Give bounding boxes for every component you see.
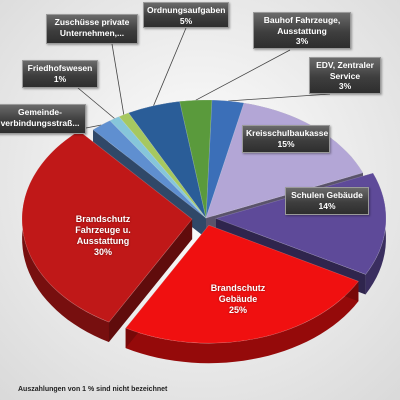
callout-zuschuesse: Zuschüsse private Unternehmen,... [46, 14, 138, 44]
label-line: Ausstattung [277, 25, 327, 36]
slice-side-3 [125, 281, 359, 364]
leader-line-7 [111, 43, 125, 115]
label-line: Schulen Gebäude [291, 190, 363, 200]
slice-9 [179, 99, 213, 219]
callout-bauhof: Bauhof Fahrzeuge, Ausstattung 3% [253, 12, 351, 49]
label-line: Unternehmen,... [59, 27, 125, 38]
slice-5 [92, 120, 207, 219]
label-line: Zuschüsse private [54, 17, 130, 27]
label-line: Brandschutz [75, 214, 131, 224]
label-line: Friedhofswesen [27, 63, 93, 73]
leader-line-6 [77, 87, 115, 119]
slice-0 [205, 99, 245, 219]
label-brandschutz-fahrzeuge: Brandschutz Fahrzeuge u. Ausstattung 30% [58, 214, 148, 258]
slice-cut-4-0 [108, 219, 193, 343]
label-line: Service [329, 70, 361, 81]
value-label: 25% [228, 305, 247, 315]
label-line: Fahrzeuge u. [75, 225, 131, 235]
label-brandschutz-gebaeude: Brandschutz Gebäude 25% [200, 283, 276, 316]
value-label: 1% [53, 73, 67, 84]
label-line: Gebäude [218, 294, 258, 304]
slice-3 [125, 224, 359, 344]
slice-7 [118, 112, 207, 219]
label-line: Ordnungsaufgaben [147, 5, 226, 15]
leader-line-0 [228, 93, 331, 102]
slice-tops [21, 99, 387, 344]
slice-side-4 [22, 130, 110, 343]
callout-friedhofswesen: Friedhofswesen 1% [22, 60, 98, 88]
label-line: Gemeinde- [18, 107, 62, 117]
value-label: 3% [338, 81, 352, 91]
label-line: Ausstattung [76, 236, 130, 246]
value-label: 5% [179, 15, 193, 26]
leader-lines [77, 27, 331, 129]
value-label: 3% [295, 36, 309, 46]
label-line: verbindungsstraß... [0, 117, 80, 128]
slice-4 [21, 130, 193, 323]
label-line: Brandschutz [210, 283, 266, 293]
label-line: Kreisschulbaukasse [246, 128, 329, 138]
label-line: EDV, Zentraler [316, 60, 374, 70]
label-line: Bauhof Fahrzeuge, [263, 15, 341, 25]
leader-line-9 [195, 49, 291, 101]
callout-gemeindeverbindungsstrassen: Gemeinde- verbindungsstraß... [0, 104, 86, 134]
callout-schulen-gebaeude: Schulen Gebäude 14% [285, 187, 369, 215]
slice-8 [128, 101, 207, 219]
callout-kreisschulbaukasse: Kreisschulbaukasse 15% [242, 125, 330, 153]
callout-edv: EDV, Zentraler Service 3% [309, 57, 381, 94]
value-label: 30% [93, 247, 112, 257]
callout-ordnungsaufgaben: Ordnungsaufgaben 5% [143, 2, 229, 28]
value-label: 15% [277, 138, 295, 149]
slice-6 [109, 116, 207, 219]
leader-line-5 [85, 124, 102, 129]
leader-line-8 [153, 27, 187, 106]
value-label: 14% [318, 200, 336, 211]
footnote: Auszahlungen von 1 % sind nicht bezeichn… [18, 386, 168, 393]
